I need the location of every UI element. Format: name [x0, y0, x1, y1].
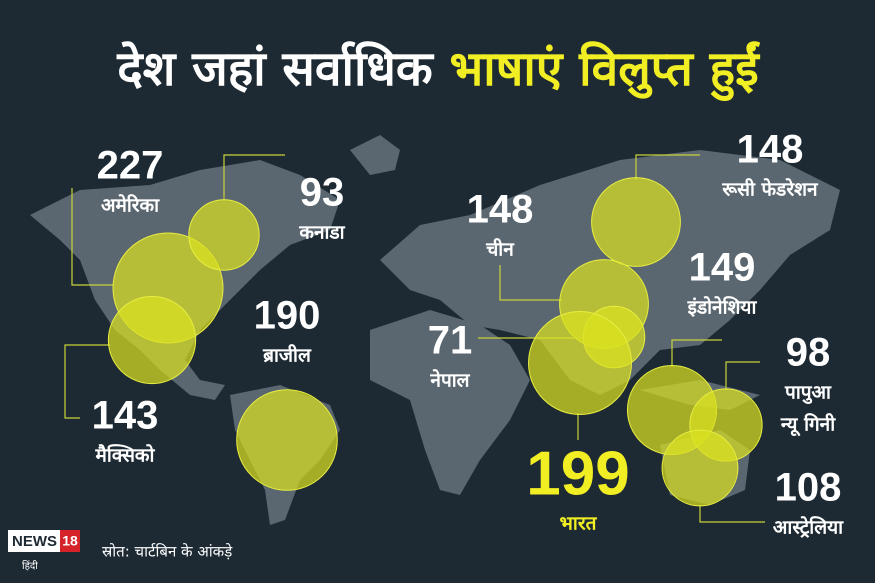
title: देश जहां सर्वाधिक भाषाएं विलुप्त हुईं — [116, 41, 760, 101]
value-label: 98 — [786, 331, 831, 375]
country-name: कनाडा — [298, 222, 345, 244]
bubble — [188, 199, 260, 271]
bubble — [591, 177, 681, 267]
value-label: 143 — [92, 394, 159, 438]
countries: 227 अमेरिका 93 कनाडा 143 मैक्सिको 190 ब्राजील 14… — [64, 128, 844, 539]
logo-number: 18 — [62, 533, 78, 549]
title-white: देश जहां सर्वाधिक — [116, 41, 435, 97]
bubble — [107, 295, 197, 385]
country-name: चीन — [485, 238, 515, 261]
value-label: 93 — [300, 171, 345, 215]
value-label: 149 — [689, 246, 756, 290]
value-label: 227 — [97, 144, 164, 188]
leader-line — [64, 344, 110, 419]
country-name: ब्राजील — [262, 344, 312, 367]
country-name: इंडोनेशिया — [687, 296, 758, 319]
bubble — [528, 311, 632, 415]
source: स्रोत: चार्टबिन के आंकड़े — [102, 543, 233, 561]
country-name: रूसी फेडरेशन — [721, 178, 819, 201]
country-name: आस्ट्रेलिया — [773, 516, 844, 539]
country-name: भारत — [560, 513, 598, 535]
title-yellow: भाषाएं विलुप्त हुईं — [450, 41, 761, 101]
value-label: 148 — [467, 188, 534, 232]
value-label: 199 — [526, 439, 629, 508]
leader-line — [671, 339, 722, 367]
country-name: मैक्सिको — [95, 444, 156, 467]
value-label: 71 — [428, 319, 473, 363]
country-name: न्यू गिनी — [780, 413, 836, 437]
leader-line — [499, 265, 562, 301]
bubble — [236, 389, 338, 491]
bubble — [661, 429, 739, 507]
logo-text: NEWS — [12, 533, 57, 550]
leader-line — [725, 361, 760, 390]
greenland — [350, 135, 400, 175]
value-label: 108 — [775, 466, 842, 510]
leader-line — [71, 188, 113, 286]
leader-line — [223, 154, 285, 200]
logo-red — [60, 530, 80, 552]
value-label: 190 — [254, 294, 321, 338]
leader-line — [635, 154, 700, 180]
africa — [370, 310, 530, 495]
logo-language: हिंदी — [22, 560, 38, 572]
country-name: अमेरिका — [101, 194, 160, 217]
value-label: 148 — [737, 128, 804, 172]
leader-line — [699, 505, 765, 523]
country-name: पापुआ — [784, 382, 833, 405]
logo-box — [8, 530, 64, 552]
country-name: नेपाल — [429, 369, 470, 392]
